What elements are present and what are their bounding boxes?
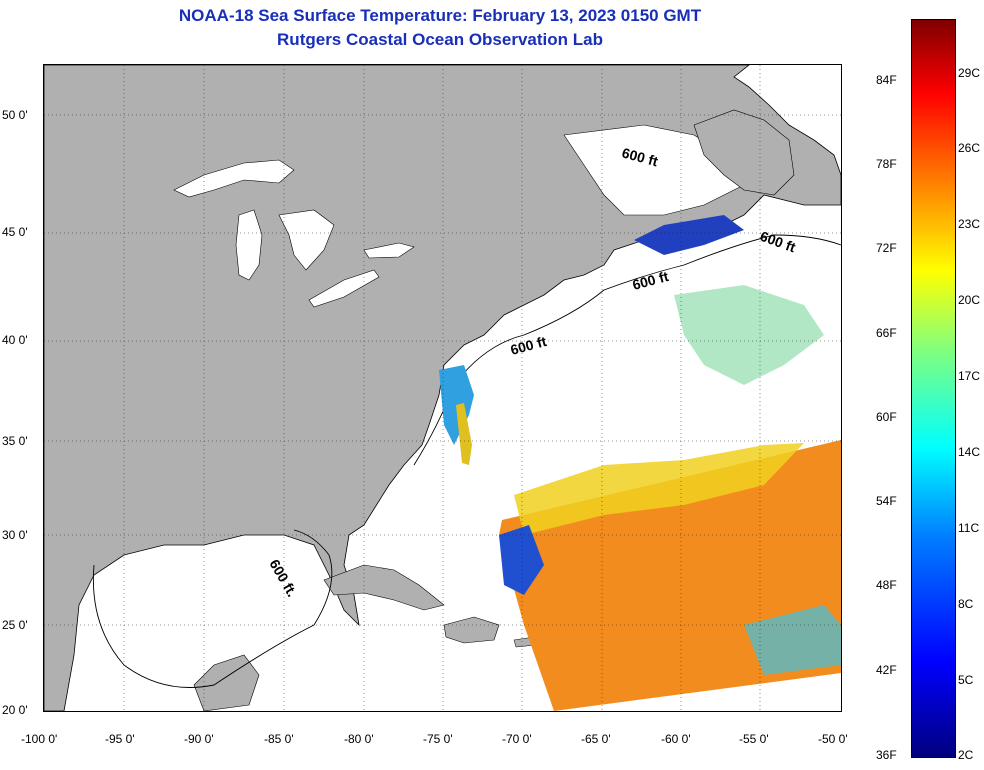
lake-huron [278,209,335,271]
sst-swath-cyan-east [744,605,841,675]
colorbar-c-17: 17C [958,369,981,383]
contour-label-gulf: 600 ft. [266,557,300,600]
temperature-colorbar [911,19,956,758]
colorbar-c-5: 5C [958,673,974,687]
lat-label-50: 50 0' [2,108,28,122]
contour-label-east: 600 ft [758,228,798,256]
colorbar-f-66: 66F [876,326,897,340]
sst-swath-blue-north [634,215,744,255]
yucatan-land [193,654,260,711]
colorbar-f-60: 60F [876,410,897,424]
colorbar-c-14: 14C [958,445,981,459]
lake-ontario [363,242,415,259]
contour-label-gulf-maine: 600 ft [631,268,671,293]
colorbar-f-54: 54F [876,494,897,508]
lon-label-65: -65 0' [581,732,611,746]
colorbar-f-84: 84F [876,73,897,87]
sst-coastal-warm [456,403,472,465]
contour-label-mid-atlantic: 600 ft [509,333,549,358]
lat-label-40: 40 0' [2,333,28,347]
colorbar-c-26: 26C [958,141,981,155]
lon-label-95: -95 0' [105,732,135,746]
sst-map: 600 ft 600 ft 600 ft 600 ft 600 ft. [43,64,842,712]
map-canvas: 600 ft 600 ft 600 ft 600 ft 600 ft. [44,65,841,711]
lat-label-45: 45 0' [2,225,28,239]
lon-label-80: -80 0' [344,732,374,746]
colorbar-f-36: 36F [876,748,897,762]
colorbar-c-29: 29C [958,66,981,80]
lon-label-90: -90 0' [184,732,214,746]
colorbar-c-23: 23C [958,217,981,231]
colorbar-c-11: 11C [958,521,980,535]
sst-swath-blue-west [499,525,544,595]
sst-swath-yellow [514,443,804,535]
map-title: NOAA-18 Sea Surface Temperature: Februar… [178,6,702,25]
lat-label-25: 25 0' [2,618,28,632]
colorbar-f-72: 72F [876,241,897,255]
lon-label-70: -70 0' [502,732,532,746]
cuba-land [323,564,445,611]
gulf-st-lawrence [563,124,745,216]
lat-label-35: 35 0' [2,434,28,448]
colorbar-c-20: 20C [958,293,981,307]
lake-michigan [235,209,263,281]
lon-label-75: -75 0' [423,732,453,746]
lon-label-50: -50 0' [818,732,848,746]
lat-label-20: 20 0' [2,703,28,717]
colorbar-f-78: 78F [876,157,897,171]
lake-erie [308,269,380,308]
map-subtitle: Rutgers Coastal Ocean Observation Lab [277,30,603,49]
lat-label-30: 30 0' [2,528,28,542]
grid-lines [44,65,841,711]
hispaniola-land [443,616,500,644]
lon-label-55: -55 0' [739,732,769,746]
colorbar-c-8: 8C [958,597,974,611]
colorbar-c-2: 2C [958,748,974,762]
colorbar-f-48: 48F [876,578,897,592]
colorbar-f-42: 42F [876,663,897,677]
lon-label-85: -85 0' [264,732,294,746]
lake-superior [173,159,295,198]
lon-label-100: -100 0' [21,732,58,746]
sst-patches-green [674,285,824,385]
lon-label-60: -60 0' [661,732,691,746]
